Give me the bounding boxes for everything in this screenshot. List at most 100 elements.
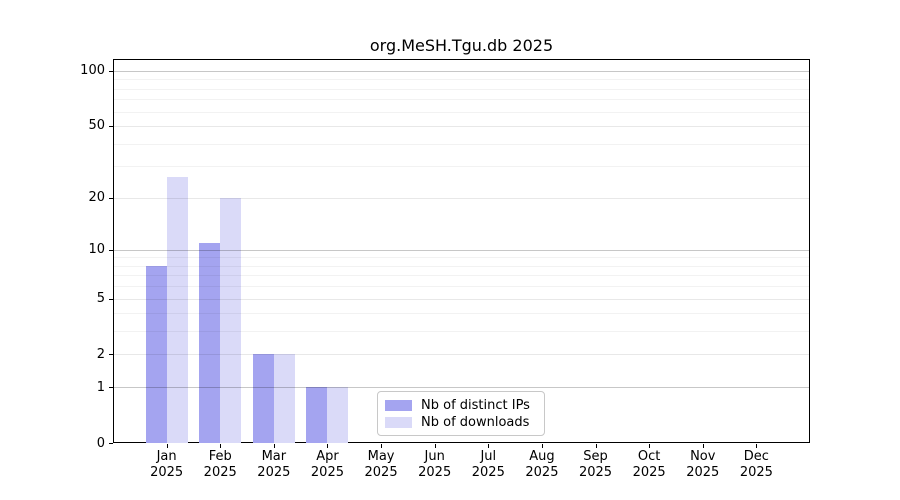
x-tick-oct — [649, 444, 651, 448]
y-tick-5 — [109, 298, 113, 300]
y-tick-label-2: 2 — [96, 346, 105, 362]
x-tick-label-nov: Nov 2025 — [675, 449, 731, 481]
legend-entry-downloads: Nb of downloads — [385, 414, 536, 431]
x-tick-sep — [595, 444, 597, 448]
gridline-6 — [114, 286, 809, 288]
year-label: 2025 — [364, 465, 398, 480]
month-label: Sep — [583, 449, 608, 464]
year-label: 2025 — [310, 465, 344, 480]
month-label: Jan — [156, 449, 177, 464]
y-tick-20 — [109, 197, 113, 199]
x-tick-may — [381, 444, 383, 448]
legend-swatch-downloads — [385, 417, 412, 428]
x-tick-nov — [702, 444, 704, 448]
y-tick-2 — [109, 354, 113, 356]
x-tick-label-aug: Aug 2025 — [514, 449, 570, 481]
gridline-60 — [114, 111, 809, 113]
month-label: Dec — [743, 449, 769, 464]
bar-nb-of-downloads-apr — [327, 387, 349, 443]
y-tick-label-20: 20 — [88, 190, 105, 205]
x-tick-label-oct: Oct 2025 — [621, 449, 677, 481]
gridline-5 — [114, 298, 809, 300]
y-tick-100 — [109, 70, 113, 72]
year-label: 2025 — [632, 465, 666, 480]
y-tick-label-1: 1 — [96, 379, 105, 395]
month-label: Jul — [480, 449, 497, 464]
year-label: 2025 — [471, 465, 505, 480]
legend-label-downloads: Nb of downloads — [421, 415, 530, 430]
x-tick-label-dec: Dec 2025 — [728, 449, 784, 481]
y-tick-label-50: 50 — [88, 118, 105, 134]
gridline-50 — [114, 125, 809, 127]
chart-title: org.MeSH.Tgu.db 2025 — [369, 36, 554, 55]
bar-nb-of-downloads-mar — [273, 354, 295, 443]
x-tick-jun — [434, 444, 436, 448]
legend-label-distinct-ips: Nb of distinct IPs — [421, 398, 530, 413]
x-tick-label-jan: Jan 2025 — [139, 449, 195, 481]
gridline-70 — [114, 99, 809, 101]
bar-nb-of-downloads-feb — [220, 197, 242, 443]
year-label: 2025 — [739, 465, 773, 480]
month-label: Aug — [529, 449, 555, 464]
x-tick-label-sep: Sep 2025 — [568, 449, 624, 481]
gridline-3 — [114, 331, 809, 333]
month-label: Oct — [637, 449, 661, 464]
gridline-7 — [114, 275, 809, 277]
x-tick-label-jul: Jul 2025 — [460, 449, 516, 481]
x-tick-jul — [488, 444, 490, 448]
x-tick-label-mar: Mar 2025 — [246, 449, 302, 481]
x-tick-feb — [220, 444, 222, 448]
y-tick-50 — [109, 125, 113, 127]
gridline-80 — [114, 88, 809, 90]
year-label: 2025 — [203, 465, 237, 480]
year-label: 2025 — [578, 465, 613, 480]
legend: Nb of distinct IPs Nb of downloads — [377, 391, 545, 436]
y-tick-10 — [109, 249, 113, 251]
gridline-2 — [114, 354, 809, 356]
y-tick-0 — [109, 443, 113, 444]
month-label: Mar — [261, 449, 287, 464]
bar-nb-of-distinct-ips-feb — [199, 242, 221, 443]
month-label: Nov — [690, 449, 716, 464]
x-tick-mar — [273, 444, 275, 448]
year-label: 2025 — [686, 465, 720, 480]
x-tick-label-feb: Feb 2025 — [192, 449, 248, 481]
year-label: 2025 — [418, 465, 452, 480]
year-label: 2025 — [525, 465, 559, 480]
month-label: May — [367, 449, 395, 464]
gridline-10 — [114, 249, 809, 251]
legend-entry-distinct-ips: Nb of distinct IPs — [385, 397, 536, 414]
gridline-30 — [114, 166, 809, 168]
x-tick-dec — [756, 444, 758, 448]
year-label: 2025 — [257, 465, 291, 480]
gridline-20 — [114, 197, 809, 199]
y-tick-label-10: 10 — [88, 242, 105, 258]
x-tick-aug — [541, 444, 543, 448]
gridline-8 — [114, 265, 809, 267]
y-tick-label-5: 5 — [96, 291, 105, 307]
month-label: Feb — [208, 449, 232, 464]
bar-nb-of-distinct-ips-jan — [145, 265, 167, 443]
month-label: Apr — [316, 449, 339, 464]
month-label: Jun — [424, 449, 445, 464]
y-tick-label-100: 100 — [80, 63, 105, 79]
x-tick-label-apr: Apr 2025 — [299, 449, 355, 481]
x-tick-label-may: May 2025 — [353, 449, 409, 481]
gridline-4 — [114, 313, 809, 315]
bar-nb-of-distinct-ips-apr — [306, 387, 328, 443]
y-tick-1 — [109, 387, 113, 389]
year-label: 2025 — [150, 465, 184, 480]
x-tick-label-jun: Jun 2025 — [407, 449, 463, 481]
legend-swatch-distinct-ips — [385, 400, 412, 411]
gridline-1 — [114, 387, 809, 389]
gridline-100 — [114, 70, 809, 72]
gridline-40 — [114, 143, 809, 145]
bar-nb-of-distinct-ips-mar — [252, 354, 274, 443]
gridline-9 — [114, 257, 809, 259]
bar-nb-of-downloads-jan — [166, 177, 188, 443]
y-tick-label-0: 0 — [96, 435, 105, 451]
x-tick-apr — [327, 444, 329, 448]
x-tick-jan — [166, 444, 168, 448]
gridline-90 — [114, 79, 809, 81]
